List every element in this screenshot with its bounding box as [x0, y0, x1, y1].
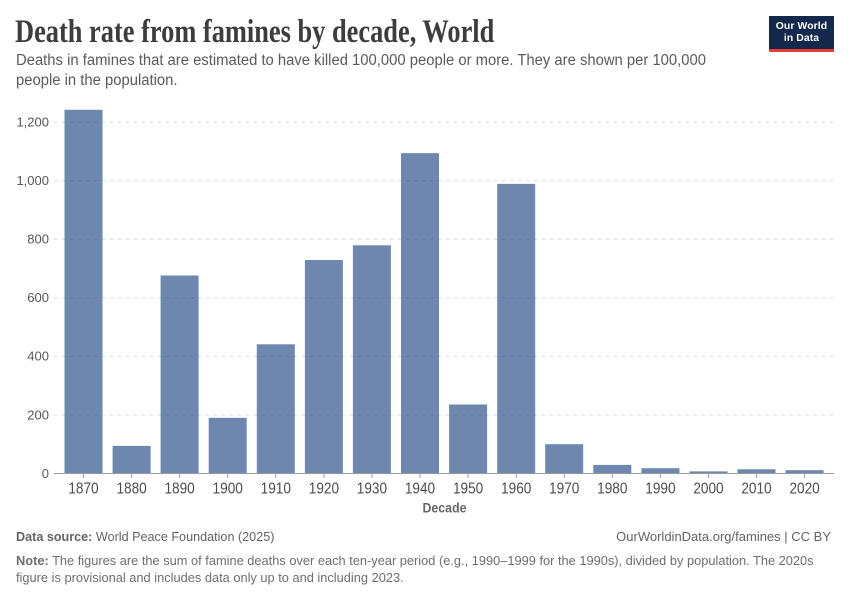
- svg-text:2010: 2010: [741, 480, 771, 497]
- svg-text:0: 0: [42, 466, 49, 481]
- svg-text:1940: 1940: [405, 480, 435, 497]
- svg-text:1900: 1900: [213, 480, 243, 497]
- svg-text:1910: 1910: [261, 480, 291, 497]
- svg-text:2000: 2000: [693, 480, 723, 497]
- svg-text:1980: 1980: [597, 480, 627, 497]
- svg-text:1890: 1890: [164, 480, 194, 497]
- svg-text:1960: 1960: [501, 480, 531, 497]
- svg-text:1,000: 1,000: [16, 173, 49, 188]
- svg-text:1970: 1970: [549, 480, 579, 497]
- svg-text:800: 800: [27, 232, 49, 247]
- svg-text:1880: 1880: [116, 480, 146, 497]
- svg-text:2020: 2020: [789, 480, 819, 497]
- svg-text:400: 400: [27, 349, 49, 364]
- svg-text:1950: 1950: [453, 480, 483, 497]
- svg-text:1990: 1990: [645, 480, 675, 497]
- svg-text:1870: 1870: [68, 480, 98, 497]
- svg-text:1930: 1930: [357, 480, 387, 497]
- svg-text:Decade: Decade: [423, 500, 467, 516]
- svg-text:1920: 1920: [309, 480, 339, 497]
- svg-text:200: 200: [27, 407, 49, 422]
- svg-text:600: 600: [27, 290, 49, 305]
- svg-text:1,200: 1,200: [16, 115, 49, 130]
